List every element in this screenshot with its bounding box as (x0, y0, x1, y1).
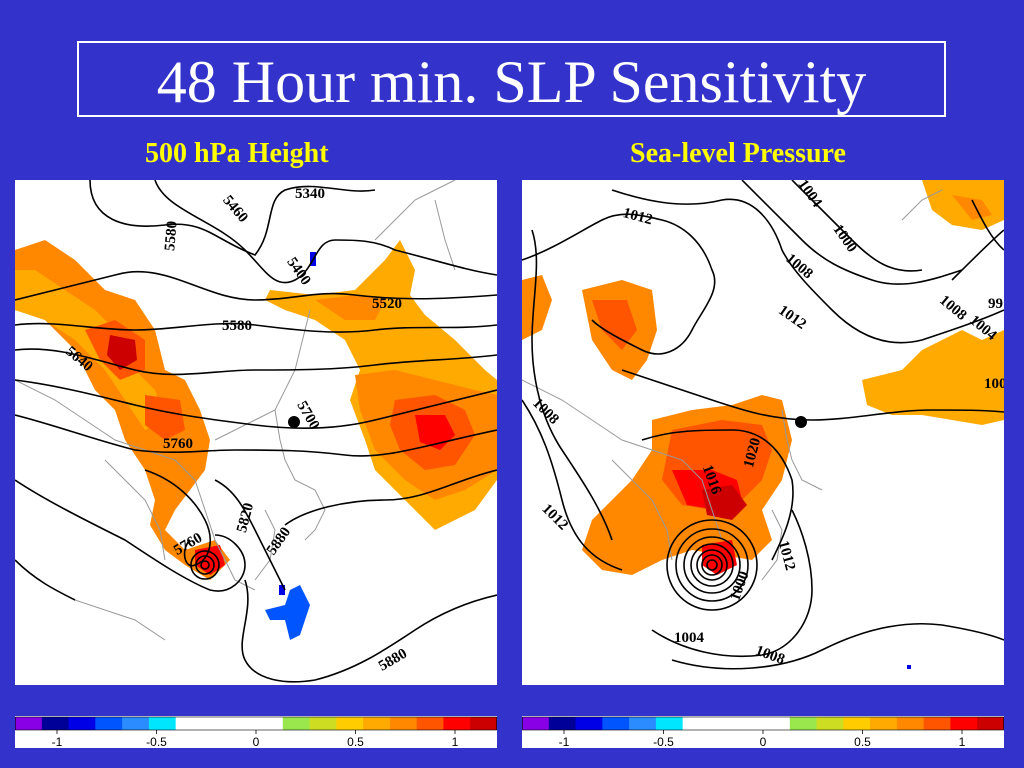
colorbar-swatch (389, 717, 418, 730)
colorbar-right-svg: -1 -0.5 0 0.5 1 (522, 716, 1004, 748)
colorbar-swatch (41, 717, 70, 730)
colorbar-tick-label: 0 (253, 735, 260, 748)
colorbar-tick-label: 0.5 (854, 735, 871, 748)
colorbar-swatch (522, 717, 550, 730)
location-marker (795, 416, 807, 428)
colorbar-tick-label: -1 (52, 735, 63, 748)
colorbar-swatch (443, 717, 471, 730)
colorbar-tick-label: 0.5 (347, 735, 364, 748)
page-title: 48 Hour min. SLP Sensitivity (156, 49, 867, 115)
colorbar-right: -1 -0.5 0 0.5 1 (522, 716, 1004, 748)
contour-label: 99 (988, 296, 1003, 312)
colorbar-swatch (870, 717, 898, 730)
height-map-svg: 5340 5460 5580 5400 5520 5580 5640 5700 … (15, 180, 497, 683)
contour-label: 1008 (753, 643, 787, 668)
colorbar-swatch (175, 717, 203, 730)
colorbar-swatch (602, 717, 630, 730)
panel-title-slp: Sea-level Pressure (630, 138, 846, 169)
contour-label: 5880 (376, 646, 410, 675)
contour-label: 1020 (741, 436, 764, 469)
colorbar-swatch (15, 717, 43, 730)
contour-label: 5880 (264, 524, 294, 558)
contour-label: 1008 (782, 251, 815, 283)
coastlines (15, 180, 456, 641)
colorbar-swatch (629, 717, 657, 730)
colorbar-swatch (789, 717, 818, 730)
contour-label: 1012 (775, 302, 809, 332)
colorbar-swatch (122, 717, 150, 730)
sensitivity-shading (522, 180, 1004, 669)
colorbar-swatch (896, 717, 925, 730)
contour-label: 1012 (775, 539, 798, 572)
colorbar-swatch (202, 717, 230, 730)
slp-map-svg: 1012 1004 1000 1008 1012 99 1008 1004 10… (522, 180, 1004, 670)
contour-label: 1012 (621, 205, 654, 228)
colorbar-left-svg: -1 -0.5 0 0.5 1 (15, 716, 497, 748)
contour-label: 5760 (163, 436, 193, 452)
colorbar-swatch (736, 717, 764, 730)
colorbar-swatch (256, 717, 284, 730)
colorbar-tick-label: 1 (452, 735, 459, 748)
colorbar-swatch (950, 717, 978, 730)
location-marker (288, 416, 300, 428)
colorbar-swatch (575, 717, 603, 730)
colorbar-swatch (95, 717, 123, 730)
colorbar-swatch (816, 717, 844, 730)
colorbar-swatch (548, 717, 577, 730)
contour-label: 1004 (674, 630, 705, 646)
contour-label: 1012 (539, 501, 572, 534)
colorbar-swatch (977, 717, 1004, 730)
colorbar-left: -1 -0.5 0 0.5 1 (15, 716, 497, 748)
contour-label: 1008 (936, 292, 969, 324)
colorbar-swatch (923, 717, 951, 730)
colorbar-swatch (282, 717, 311, 730)
height-contours (15, 180, 497, 683)
contour-label: 5520 (372, 296, 402, 312)
height-contour-labels: 5340 5460 5580 5400 5520 5580 5640 5700 … (62, 186, 410, 675)
colorbar-swatch (68, 717, 96, 730)
colorbar-swatch (843, 717, 871, 730)
contour-label: 1008 (529, 395, 562, 428)
title-box: 48 Hour min. SLP Sensitivity (77, 41, 946, 117)
colorbar-swatch (709, 717, 737, 730)
contour-label: 5820 (234, 501, 257, 534)
colorbar-swatch (655, 717, 684, 730)
contour-label: 100 (984, 376, 1004, 392)
colorbar-swatch (416, 717, 444, 730)
contour-label: 1004 (794, 180, 825, 211)
colorbar-swatch (229, 717, 257, 730)
colorbar-swatch (363, 717, 391, 730)
colorbar-tick-label: 1 (959, 735, 966, 748)
colorbar-tick-label: -0.5 (653, 735, 674, 748)
colorbar-swatch (309, 717, 337, 730)
colorbar-tick-label: -0.5 (146, 735, 167, 748)
contour-label: 5460 (219, 193, 251, 226)
contour-label: 1000 (829, 222, 859, 256)
panel-title-height: 500 hPa Height (145, 138, 329, 169)
colorbar-swatch (763, 717, 791, 730)
height-map: 5340 5460 5580 5400 5520 5580 5640 5700 … (15, 180, 497, 685)
colorbar-tick-label: -1 (559, 735, 570, 748)
contour-label: 5580 (162, 220, 181, 251)
contour-label: 5400 (283, 255, 313, 289)
colorbar-swatch (148, 717, 177, 730)
contour-label: 5580 (222, 318, 252, 334)
contour-label: 5340 (295, 186, 325, 202)
slp-map: 1012 1004 1000 1008 1012 99 1008 1004 10… (522, 180, 1004, 685)
colorbar-swatch (470, 717, 497, 730)
colorbar-tick-label: 0 (760, 735, 767, 748)
colorbar-swatch (682, 717, 710, 730)
slp-contours (522, 180, 1004, 670)
colorbar-swatch (336, 717, 364, 730)
